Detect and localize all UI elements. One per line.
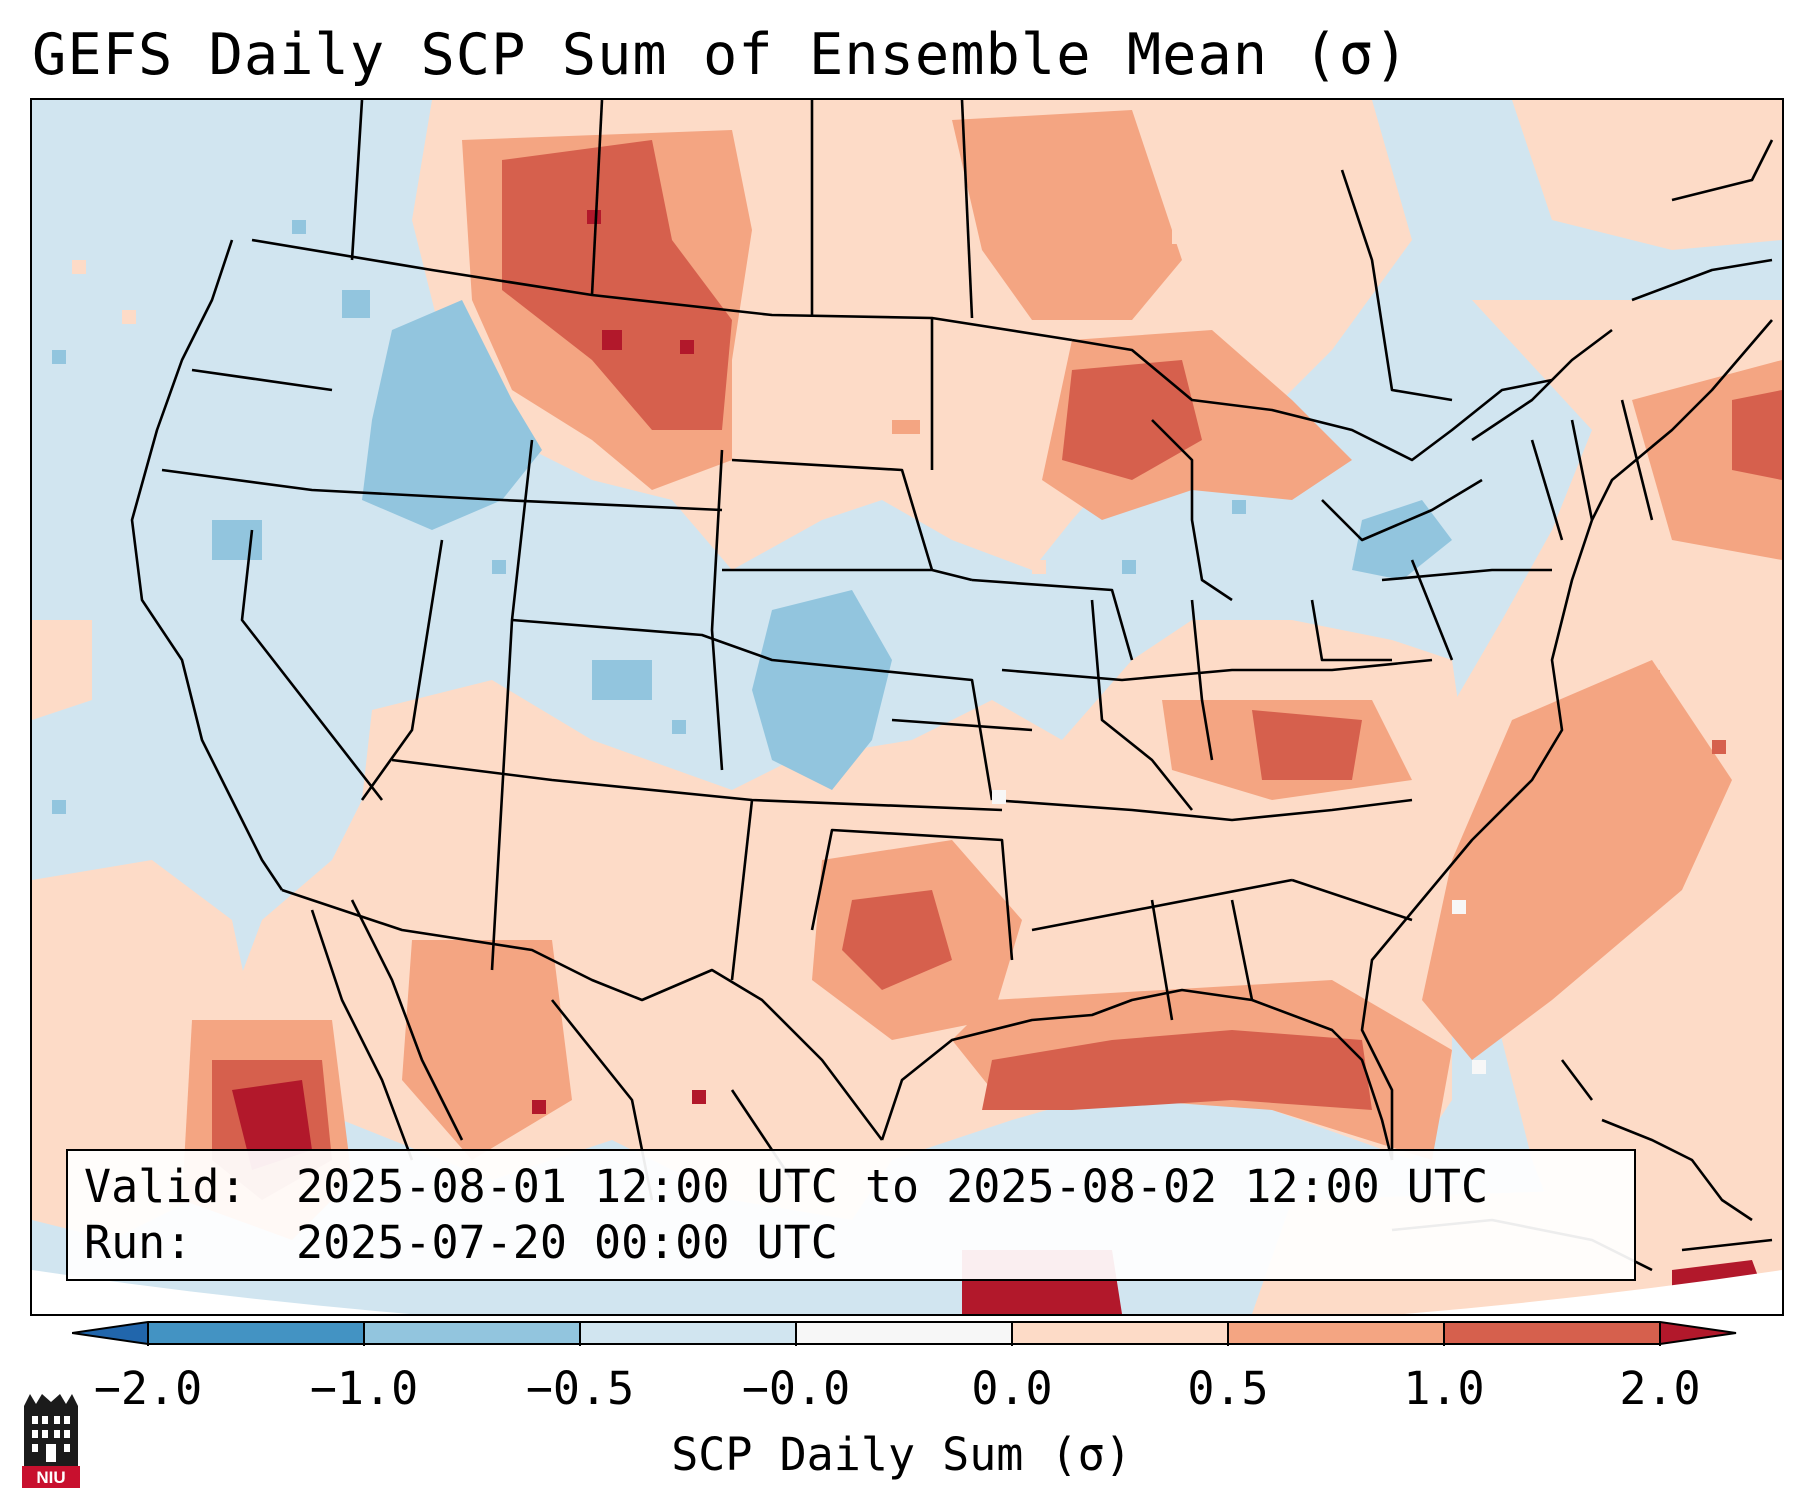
colorbar-tick-label: 1.0 <box>1403 1362 1485 1415</box>
colorbar-tick-label: −2.0 <box>93 1362 203 1415</box>
colorbar-segment-7 <box>1444 1322 1660 1344</box>
colorbar-tick-label: −1.0 <box>309 1362 419 1415</box>
colorbar-under-triangle <box>72 1322 148 1344</box>
colorbar-segment-5 <box>1012 1322 1228 1344</box>
run-value: 2025-07-20 00:00 UTC <box>296 1216 838 1269</box>
validity-info-box: Valid: 2025-08-01 12:00 UTC to 2025-08-02… <box>66 1149 1636 1281</box>
field-positive-strong <box>212 140 1782 1200</box>
chart-title: GEFS Daily SCP Sum of Ensemble Mean (σ) <box>32 22 1410 88</box>
colorbar-over-triangle <box>1660 1322 1736 1344</box>
niu-logo-text: NIU <box>36 1468 65 1487</box>
map-panel <box>30 98 1784 1316</box>
state-boundaries <box>130 100 1774 1272</box>
projection-edge <box>32 1270 1782 1314</box>
field-negative <box>212 300 1452 790</box>
colorbar-segment-2 <box>364 1322 580 1344</box>
run-label: Run: <box>84 1216 193 1269</box>
colorbar-tick-label: −0.5 <box>525 1362 635 1415</box>
colorbar-tick-label: 0.5 <box>1187 1362 1269 1415</box>
colorbar-ticks <box>147 1322 1661 1346</box>
valid-label: Valid: <box>84 1160 247 1213</box>
colorbar-segment-6 <box>1228 1322 1444 1344</box>
map-canvas <box>32 100 1782 1314</box>
colorbar-label: SCP Daily Sum (σ) <box>671 1428 1132 1481</box>
colorbar-tick-label: 2.0 <box>1619 1362 1701 1415</box>
niu-logo-icon: NIU <box>22 1394 80 1488</box>
colorbar-segment-3 <box>580 1322 796 1344</box>
colorbar-tick-label: −0.0 <box>741 1362 851 1415</box>
valid-value: 2025-08-01 12:00 UTC to 2025-08-02 12:00… <box>296 1160 1489 1213</box>
colorbar-tick-label: 0.0 <box>971 1362 1053 1415</box>
colorbar <box>72 1321 1737 1346</box>
colorbar-segment-4 <box>796 1322 1012 1344</box>
colorbar-segment-1 <box>148 1322 364 1344</box>
field-pixel-texture <box>52 220 1726 1114</box>
